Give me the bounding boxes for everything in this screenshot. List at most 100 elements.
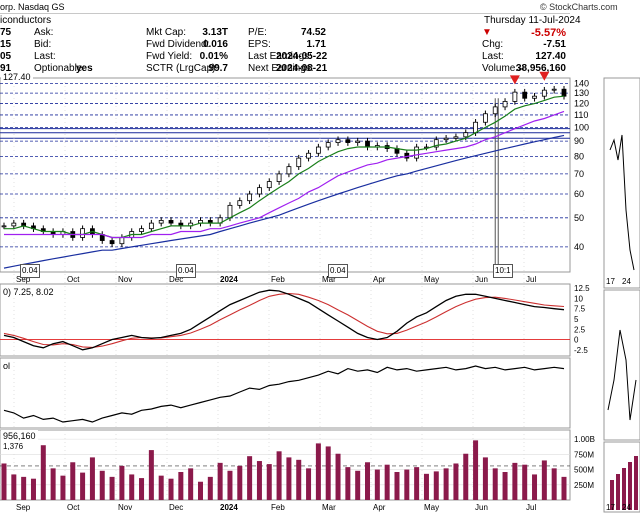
sector-fragment: iconductors bbox=[0, 15, 52, 26]
volume-bar bbox=[197, 481, 203, 500]
left-num-0: 75 bbox=[0, 27, 12, 38]
price-tick-label: 120 bbox=[574, 99, 589, 109]
price-candle bbox=[433, 139, 439, 148]
macd-tick-label: 2.5 bbox=[574, 325, 586, 334]
month-tick-label: May bbox=[424, 503, 439, 512]
volume-bar bbox=[30, 478, 36, 500]
dividend-marker: 0.04 bbox=[328, 264, 348, 278]
field2-value-1: 1.71 bbox=[306, 39, 326, 50]
volume-bar bbox=[80, 472, 86, 500]
price-candle bbox=[453, 136, 459, 139]
price-candle bbox=[306, 152, 311, 159]
volume-bar bbox=[129, 474, 135, 500]
down-arrow-icon: ▼ bbox=[482, 27, 492, 38]
volume-bar bbox=[217, 462, 223, 500]
price-candle bbox=[119, 237, 125, 245]
price-candle bbox=[483, 113, 488, 123]
volume-bar bbox=[296, 459, 302, 500]
side-volume-bar bbox=[634, 456, 638, 510]
field-value-0: 3.13T bbox=[202, 27, 228, 38]
optionable-value: yes bbox=[76, 63, 93, 74]
volume-tick-label: 250M bbox=[574, 481, 594, 490]
month-tick-label: 2024 bbox=[220, 275, 238, 284]
volume-bar bbox=[482, 457, 488, 500]
volume-bar bbox=[276, 451, 282, 500]
header: orp. Nasdaq GS © StockCharts.com iconduc… bbox=[0, 0, 618, 78]
macd-panel-label: 0) 7.25, 8.02 bbox=[1, 286, 56, 298]
left-num-1: 15 bbox=[0, 39, 12, 50]
price-candle bbox=[109, 240, 115, 245]
macd-tick-label: 5 bbox=[574, 315, 579, 324]
volume-bar bbox=[60, 475, 66, 500]
field-label-3: SCTR (LrgCap): bbox=[146, 63, 219, 74]
price-candle bbox=[266, 181, 272, 189]
side-chart-line bbox=[607, 329, 637, 421]
volume-bar bbox=[473, 440, 479, 500]
month-tick-label: Dec bbox=[169, 275, 183, 284]
price-tick-label: 80 bbox=[574, 151, 584, 161]
ask-label: Ask: bbox=[34, 27, 54, 38]
volume-bar bbox=[266, 464, 272, 500]
field-value-2: 0.01% bbox=[199, 51, 228, 62]
volume-bar bbox=[158, 475, 164, 500]
sma-long-line bbox=[3, 134, 565, 269]
month-tick-label: Oct bbox=[67, 503, 80, 512]
volume-bar bbox=[551, 468, 557, 500]
price-candle bbox=[247, 193, 253, 202]
month-tick-label: Mar bbox=[322, 503, 336, 512]
panel-frame bbox=[0, 357, 571, 429]
side-chart-frame bbox=[603, 77, 640, 289]
price-candle bbox=[365, 140, 370, 148]
sma-mid-line bbox=[4, 110, 565, 239]
month-tick-label: Feb bbox=[271, 275, 285, 284]
last-value: 127.40 bbox=[535, 51, 566, 62]
volume-bar bbox=[414, 467, 420, 500]
price-tick-label: 140 bbox=[574, 78, 589, 88]
month-tick-label: 2024 bbox=[220, 503, 238, 512]
volume-bar bbox=[433, 471, 439, 500]
volume-tick-label: 1.00B bbox=[574, 435, 595, 444]
price-candle bbox=[355, 140, 361, 143]
volume-bar bbox=[306, 468, 312, 500]
volume-bar bbox=[40, 445, 46, 500]
volume-bar bbox=[394, 472, 400, 500]
field2-value-3: 2024-08-21 bbox=[276, 63, 328, 74]
volume-tick-label: 750M bbox=[574, 450, 594, 459]
macd-signal-line bbox=[3, 292, 565, 348]
field2-value-2: 2024-05-22 bbox=[276, 51, 328, 62]
month-tick-label: Sep bbox=[16, 503, 31, 512]
side-volume-bar bbox=[628, 462, 632, 510]
macd-tick-label: 0 bbox=[574, 336, 579, 345]
price-candle bbox=[158, 220, 164, 224]
month-tick-label: Dec bbox=[169, 503, 183, 512]
volume-bar bbox=[188, 468, 194, 500]
volume-bar bbox=[443, 468, 449, 500]
price-candle bbox=[227, 204, 233, 219]
price-candle bbox=[148, 222, 154, 230]
price-tick-label: 50 bbox=[574, 213, 584, 223]
price-tick-label: 70 bbox=[574, 169, 584, 179]
volume-bar bbox=[11, 474, 17, 500]
price-candle bbox=[492, 106, 498, 115]
price-candle bbox=[502, 101, 508, 108]
price-tick-label: 90 bbox=[574, 136, 584, 146]
macd-tick-label: 12.5 bbox=[574, 284, 590, 293]
price-candle bbox=[11, 222, 17, 227]
side-chart-frame bbox=[603, 289, 640, 441]
bid-label: Bid: bbox=[34, 39, 52, 50]
macd-tick-label: -2.5 bbox=[574, 346, 588, 355]
volume-bar bbox=[453, 463, 459, 500]
side-volume-bar bbox=[616, 474, 620, 510]
macd-tick-label: 10 bbox=[574, 294, 583, 303]
obv-line bbox=[3, 365, 565, 423]
price-candle bbox=[561, 88, 567, 97]
volume-bar bbox=[70, 462, 76, 500]
panel-frame bbox=[0, 283, 571, 357]
field2-value-0: 74.52 bbox=[300, 27, 326, 38]
field-value-3: 99.7 bbox=[208, 63, 228, 74]
price-candle bbox=[168, 220, 174, 224]
optionable-label: Optionable: bbox=[34, 63, 86, 74]
brand-watermark: © StockCharts.com bbox=[540, 2, 618, 12]
field-label-1: Fwd Dividend: bbox=[146, 39, 210, 50]
side-volume-bar bbox=[610, 480, 614, 510]
